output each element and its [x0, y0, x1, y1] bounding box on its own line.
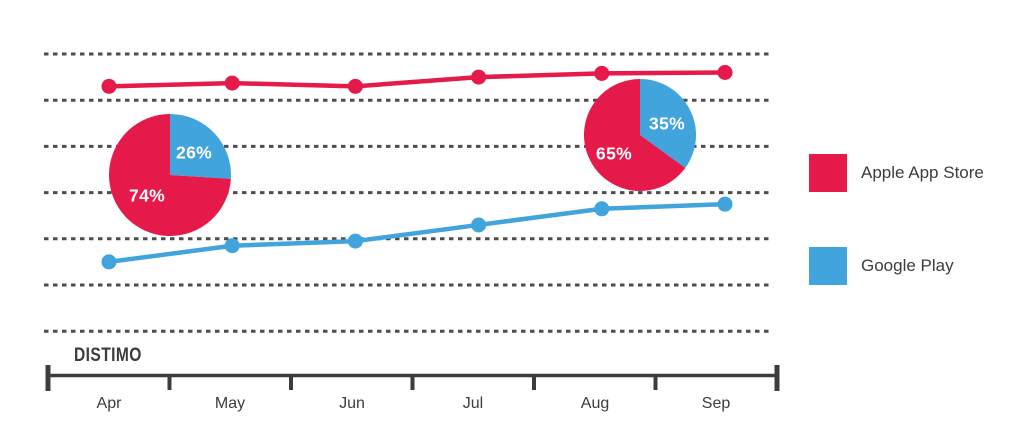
x-axis-label-jun: Jun — [339, 395, 365, 412]
google-play-point-sep — [717, 196, 733, 212]
pie1-apple-share-label: 74% — [129, 185, 165, 206]
x-axis-label-jul: Jul — [462, 395, 484, 412]
legend-label-apple-app-store: Apple App Store — [861, 163, 984, 182]
legend: Apple App Store Google Play — [809, 154, 984, 285]
apple-app-store-line — [106, 70, 728, 89]
x-axis-label-apr: Apr — [96, 395, 122, 412]
x-axis-label-sep: Sep — [701, 395, 731, 412]
apple-app-store-point-apr — [101, 78, 117, 94]
pie1-google-share-label: 26% — [176, 142, 212, 163]
pie2-apple-app-store-slice — [583, 79, 686, 192]
apple-app-store-point-may — [224, 75, 240, 91]
x-axis-label-may: May — [214, 395, 246, 412]
google-play-point-jul — [471, 217, 487, 233]
legend-label-google-play: Google Play — [861, 256, 954, 275]
pie1-apple-app-store-slice — [108, 114, 231, 236]
x-axis-label-aug: Aug — [580, 395, 610, 412]
pie2-google-share-label: 35% — [649, 113, 685, 134]
google-play-point-may — [224, 238, 240, 254]
legend-item-apple-app-store: Apple App Store — [809, 154, 984, 192]
google-play-point-jun — [347, 233, 363, 249]
apple-app-store-point-jul — [471, 69, 487, 85]
apple-app-store-point-jun — [347, 78, 363, 94]
apple-app-store-point-aug — [594, 65, 610, 81]
pie2-apple-share-label: 65% — [596, 143, 632, 164]
google-play-color-swatch — [809, 247, 847, 285]
google-play-line — [106, 201, 728, 265]
apple-app-store-point-sep — [717, 64, 733, 80]
google-play-point-aug — [594, 201, 610, 217]
distimo-logo: DISTIMO — [74, 345, 142, 366]
pie1-google-play-slice — [170, 114, 231, 179]
google-play-point-apr — [101, 254, 117, 270]
apple-app-store-color-swatch — [809, 154, 847, 192]
pie2-google-play-slice — [640, 79, 696, 168]
legend-item-google-play: Google Play — [809, 247, 984, 285]
